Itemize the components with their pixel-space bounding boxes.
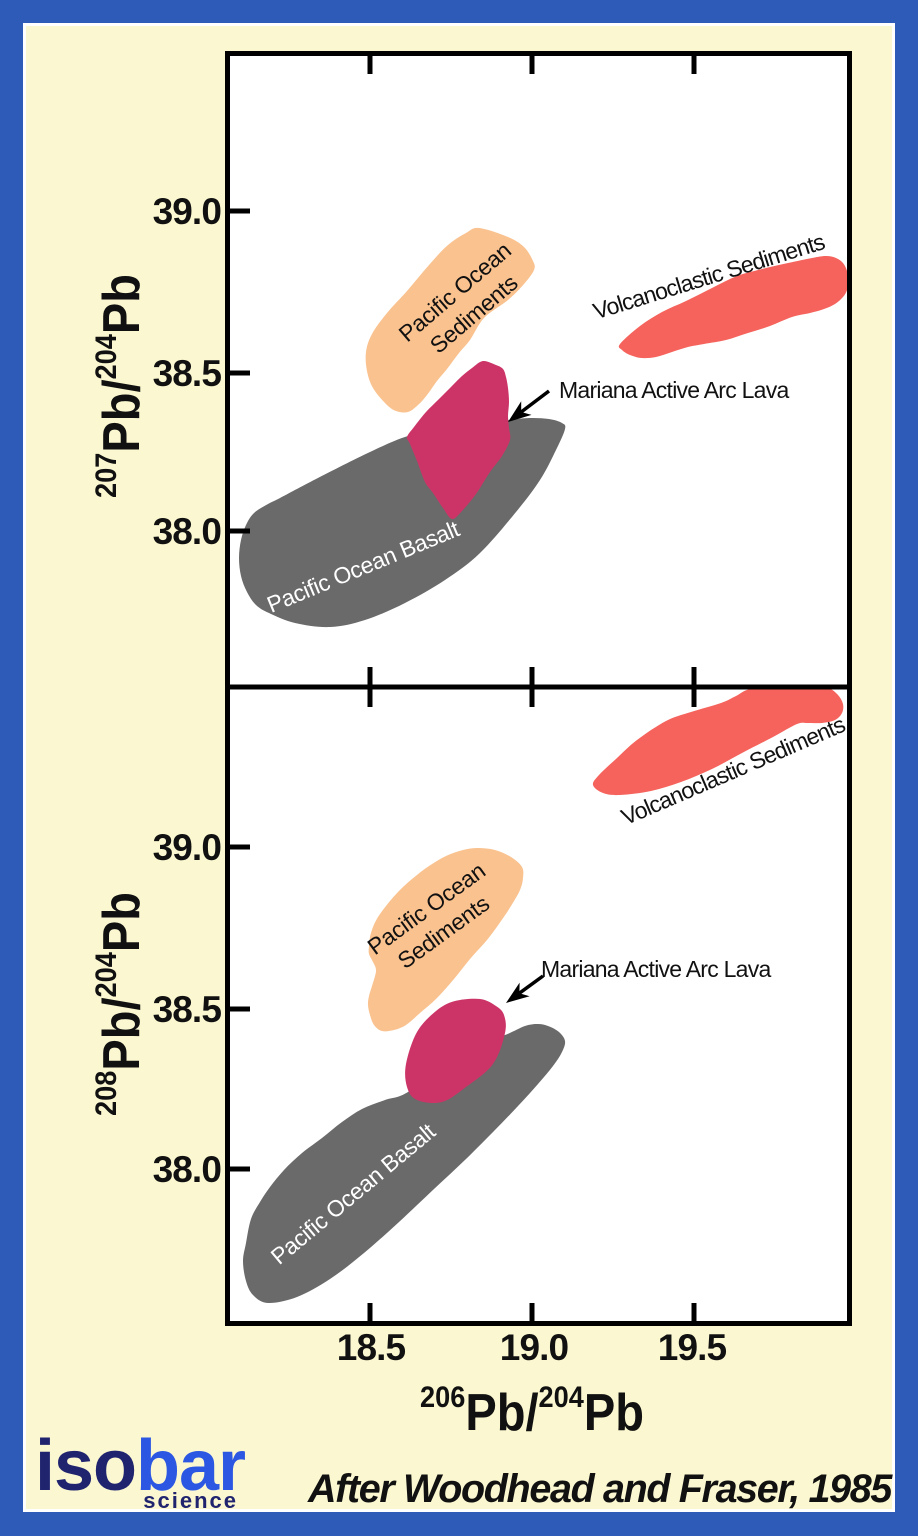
svg-text:39.0: 39.0 [153,827,222,868]
svg-text:39.0: 39.0 [153,191,222,232]
svg-text:After Woodhead and Fraser, 198: After Woodhead and Fraser, 1985 [307,1467,893,1511]
svg-text:19.5: 19.5 [658,1327,727,1368]
svg-text:207Pb/204Pb: 207Pb/204Pb [90,274,151,498]
svg-text:18.5: 18.5 [337,1327,406,1368]
svg-text:38.0: 38.0 [153,1149,222,1190]
svg-text:science: science [143,1488,238,1513]
svg-text:Mariana Active Arc Lava: Mariana Active Arc Lava [541,956,771,982]
svg-text:206Pb/204Pb: 206Pb/204Pb [420,1381,644,1442]
svg-text:208Pb/204Pb: 208Pb/204Pb [90,892,151,1116]
svg-text:19.0: 19.0 [500,1327,569,1368]
svg-text:isobar: isobar [35,1426,245,1506]
svg-text:Mariana Active Arc Lava: Mariana Active Arc Lava [559,377,789,403]
svg-text:38.0: 38.0 [153,511,222,552]
svg-text:38.5: 38.5 [153,989,222,1030]
svg-text:38.5: 38.5 [153,353,222,394]
